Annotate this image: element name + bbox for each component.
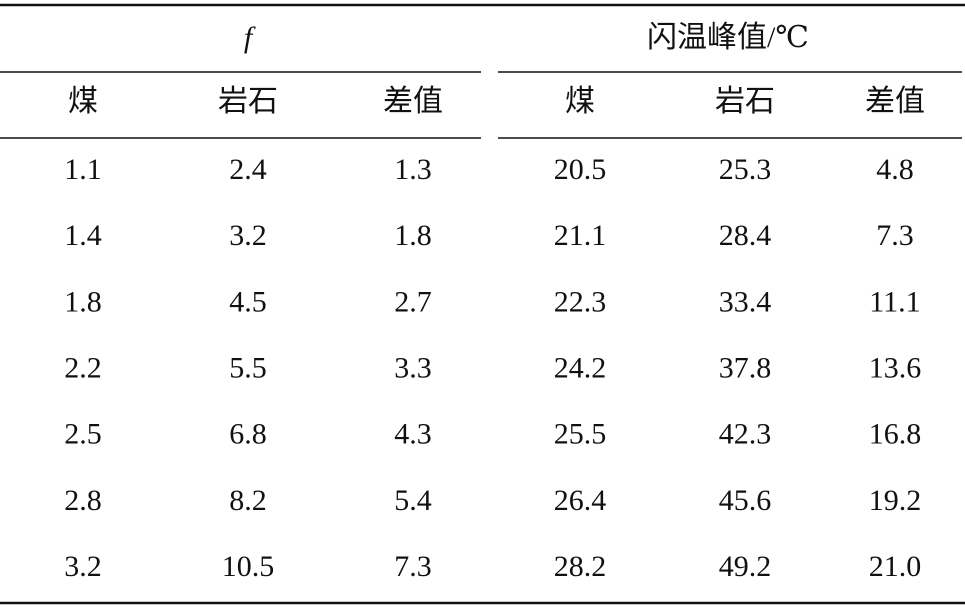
cell: 1.8 bbox=[394, 219, 432, 252]
cell: 4.8 bbox=[876, 153, 914, 186]
group-header: 闪温峰值/℃ bbox=[647, 21, 809, 54]
cell: 7.3 bbox=[394, 550, 432, 583]
cell: 4.3 bbox=[394, 418, 432, 451]
column-header: 岩石 bbox=[715, 85, 775, 118]
cell: 45.6 bbox=[719, 484, 772, 517]
cell: 5.4 bbox=[394, 484, 432, 517]
cell: 3.3 bbox=[394, 351, 432, 384]
cell: 28.4 bbox=[719, 219, 772, 252]
cell: 2.8 bbox=[64, 484, 102, 517]
cell: 22.3 bbox=[554, 285, 607, 318]
cell: 16.8 bbox=[869, 418, 922, 451]
cell: 33.4 bbox=[719, 285, 772, 318]
cell: 2.2 bbox=[64, 351, 102, 384]
cell: 24.2 bbox=[554, 351, 607, 384]
cell: 19.2 bbox=[869, 484, 922, 517]
cell: 4.5 bbox=[229, 285, 267, 318]
cell: 21.1 bbox=[554, 219, 607, 252]
cell: 10.5 bbox=[222, 550, 275, 583]
cell: 2.5 bbox=[64, 418, 102, 451]
cell: 7.3 bbox=[876, 219, 914, 252]
cell: 5.5 bbox=[229, 351, 267, 384]
cell: 20.5 bbox=[554, 153, 607, 186]
cell: 3.2 bbox=[64, 550, 102, 583]
cell: 28.2 bbox=[554, 550, 607, 583]
group-header: f bbox=[244, 21, 256, 54]
cell: 26.4 bbox=[554, 484, 607, 517]
cell: 1.1 bbox=[64, 153, 102, 186]
column-header: 煤 bbox=[565, 85, 595, 118]
cell: 25.5 bbox=[554, 418, 607, 451]
cell: 6.8 bbox=[229, 418, 267, 451]
cell: 1.8 bbox=[64, 285, 102, 318]
column-header: 差值 bbox=[383, 85, 443, 118]
cell: 49.2 bbox=[719, 550, 772, 583]
cell: 11.1 bbox=[869, 285, 920, 318]
column-header: 差值 bbox=[865, 85, 925, 118]
cell: 3.2 bbox=[229, 219, 267, 252]
cell: 21.0 bbox=[869, 550, 922, 583]
cell: 13.6 bbox=[869, 351, 922, 384]
cell: 25.3 bbox=[719, 153, 772, 186]
cell: 37.8 bbox=[719, 351, 772, 384]
cell: 2.4 bbox=[229, 153, 267, 186]
cell: 2.7 bbox=[394, 285, 432, 318]
cell: 8.2 bbox=[229, 484, 267, 517]
column-header: 煤 bbox=[68, 85, 98, 118]
cell: 42.3 bbox=[719, 418, 772, 451]
cell: 1.4 bbox=[64, 219, 102, 252]
cell: 1.3 bbox=[394, 153, 432, 186]
column-header: 岩石 bbox=[218, 85, 278, 118]
